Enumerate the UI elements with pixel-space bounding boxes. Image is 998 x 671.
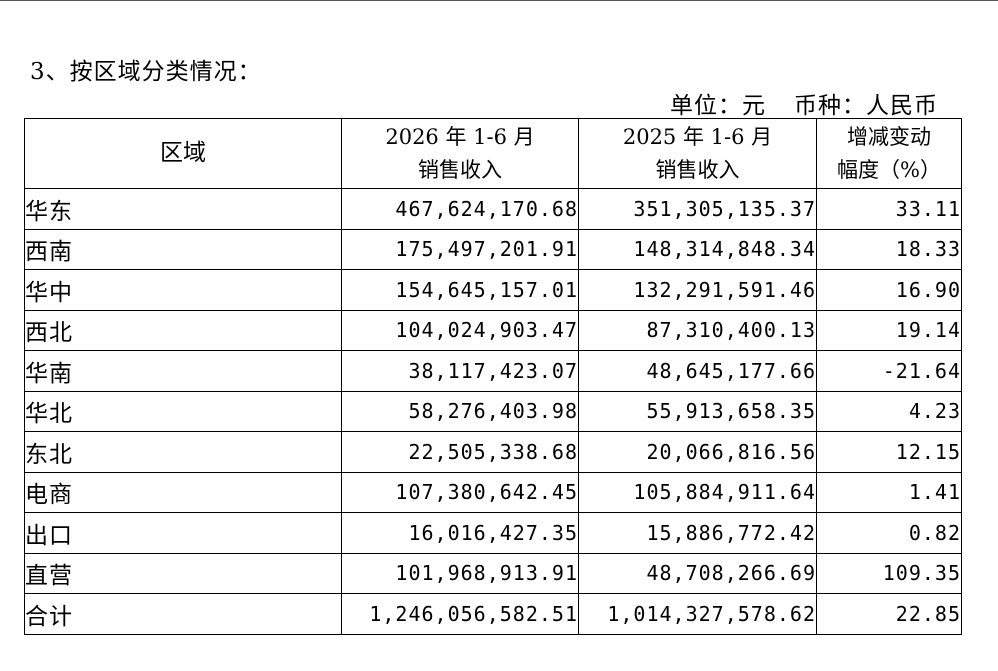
header-change-line1: 增减变动 bbox=[847, 124, 931, 149]
total-change-cell: 22.85 bbox=[816, 593, 962, 635]
revenue-2025-cell: 105,884,911.64 bbox=[578, 471, 817, 513]
table-row: 西北 104,024,903.47 87,310,400.13 19.14 bbox=[24, 309, 962, 351]
currency-label: 币种：人民币 bbox=[794, 93, 938, 119]
table-row: 电商 107,380,642.45 105,884,911.64 1.41 bbox=[24, 471, 962, 513]
revenue-2026-cell: 16,016,427.35 bbox=[341, 512, 579, 554]
region-cell: 西北 bbox=[24, 309, 342, 351]
change-cell: 16.90 bbox=[816, 269, 962, 311]
revenue-2025-cell: 15,886,772.42 bbox=[578, 512, 817, 554]
revenue-2026-cell: 58,276,403.98 bbox=[341, 390, 579, 432]
revenue-2026-cell: 107,380,642.45 bbox=[341, 471, 579, 513]
section-title: 3、按区域分类情况： bbox=[30, 59, 262, 85]
header-revenue-2025-label: 销售收入 bbox=[655, 157, 740, 182]
change-cell: 4.23 bbox=[816, 390, 962, 432]
table-row: 华北 58,276,403.98 55,913,658.35 4.23 bbox=[24, 390, 962, 432]
revenue-2025-cell: 87,310,400.13 bbox=[578, 309, 817, 351]
total-revenue-2025-cell: 1,014,327,578.62 bbox=[578, 593, 817, 635]
change-cell: 0.82 bbox=[816, 512, 962, 554]
change-cell: 19.14 bbox=[816, 309, 962, 351]
revenue-2026-cell: 467,624,170.68 bbox=[341, 188, 579, 230]
table-row: 直营 101,968,913.91 48,708,266.69 109.35 bbox=[24, 552, 962, 594]
region-cell: 直营 bbox=[24, 552, 342, 594]
revenue-2026-cell: 101,968,913.91 bbox=[341, 552, 579, 594]
region-cell: 华北 bbox=[24, 390, 342, 432]
top-divider bbox=[0, 0, 998, 1]
total-label-cell: 合计 bbox=[24, 593, 342, 635]
change-cell: 18.33 bbox=[816, 228, 962, 270]
change-cell: 12.15 bbox=[816, 431, 962, 473]
revenue-2025-cell: 132,291,591.46 bbox=[578, 269, 817, 311]
region-cell: 东北 bbox=[24, 431, 342, 473]
header-revenue-2025: 2025 年 1-6 月 销售收入 bbox=[578, 118, 817, 189]
table-row: 华中 154,645,157.01 132,291,591.46 16.90 bbox=[24, 269, 962, 311]
change-cell: 109.35 bbox=[816, 552, 962, 594]
table-header-row: 区域 2026 年 1-6 月 销售收入 2025 年 1-6 月 销售收入 增… bbox=[24, 118, 962, 189]
revenue-2025-cell: 48,645,177.66 bbox=[578, 350, 817, 392]
region-cell: 华南 bbox=[24, 350, 342, 392]
region-cell: 华中 bbox=[24, 269, 342, 311]
revenue-2026-cell: 175,497,201.91 bbox=[341, 228, 579, 270]
table-total-row: 合计 1,246,056,582.51 1,014,327,578.62 22.… bbox=[24, 593, 962, 635]
region-cell: 电商 bbox=[24, 471, 342, 513]
total-revenue-2026-cell: 1,246,056,582.51 bbox=[341, 593, 579, 635]
table-row: 西南 175,497,201.91 148,314,848.34 18.33 bbox=[24, 228, 962, 270]
revenue-2026-cell: 154,645,157.01 bbox=[341, 269, 579, 311]
header-region: 区域 bbox=[24, 118, 342, 189]
revenue-2026-cell: 104,024,903.47 bbox=[341, 309, 579, 351]
table-row: 出口 16,016,427.35 15,886,772.42 0.82 bbox=[24, 512, 962, 554]
change-cell: -21.64 bbox=[816, 350, 962, 392]
region-cell: 西南 bbox=[24, 228, 342, 270]
header-revenue-2026: 2026 年 1-6 月 销售收入 bbox=[341, 118, 579, 189]
revenue-2026-cell: 22,505,338.68 bbox=[341, 431, 579, 473]
change-cell: 33.11 bbox=[816, 188, 962, 230]
header-revenue-2025-period: 2025 年 1-6 月 bbox=[622, 124, 773, 149]
unit-line: 单位：元 币种：人民币 bbox=[670, 86, 938, 120]
region-revenue-table: 区域 2026 年 1-6 月 销售收入 2025 年 1-6 月 销售收入 增… bbox=[24, 118, 962, 635]
unit-label: 单位：元 bbox=[670, 93, 766, 119]
revenue-2025-cell: 148,314,848.34 bbox=[578, 228, 817, 270]
header-revenue-2026-period: 2026 年 1-6 月 bbox=[385, 124, 535, 149]
table-row: 华南 38,117,423.07 48,645,177.66 -21.64 bbox=[24, 350, 962, 392]
revenue-2026-cell: 38,117,423.07 bbox=[341, 350, 579, 392]
revenue-2025-cell: 351,305,135.37 bbox=[578, 188, 817, 230]
change-cell: 1.41 bbox=[816, 471, 962, 513]
revenue-2025-cell: 55,913,658.35 bbox=[578, 390, 817, 432]
header-change-line2: 幅度（%） bbox=[837, 157, 941, 182]
header-revenue-2026-label: 销售收入 bbox=[418, 157, 502, 182]
table-row: 东北 22,505,338.68 20,066,816.56 12.15 bbox=[24, 431, 962, 473]
table-row: 华东 467,624,170.68 351,305,135.37 33.11 bbox=[24, 188, 962, 230]
revenue-2025-cell: 20,066,816.56 bbox=[578, 431, 817, 473]
region-cell: 出口 bbox=[24, 512, 342, 554]
header-change: 增减变动 幅度（%） bbox=[816, 118, 962, 189]
revenue-2025-cell: 48,708,266.69 bbox=[578, 552, 817, 594]
region-cell: 华东 bbox=[24, 188, 342, 230]
